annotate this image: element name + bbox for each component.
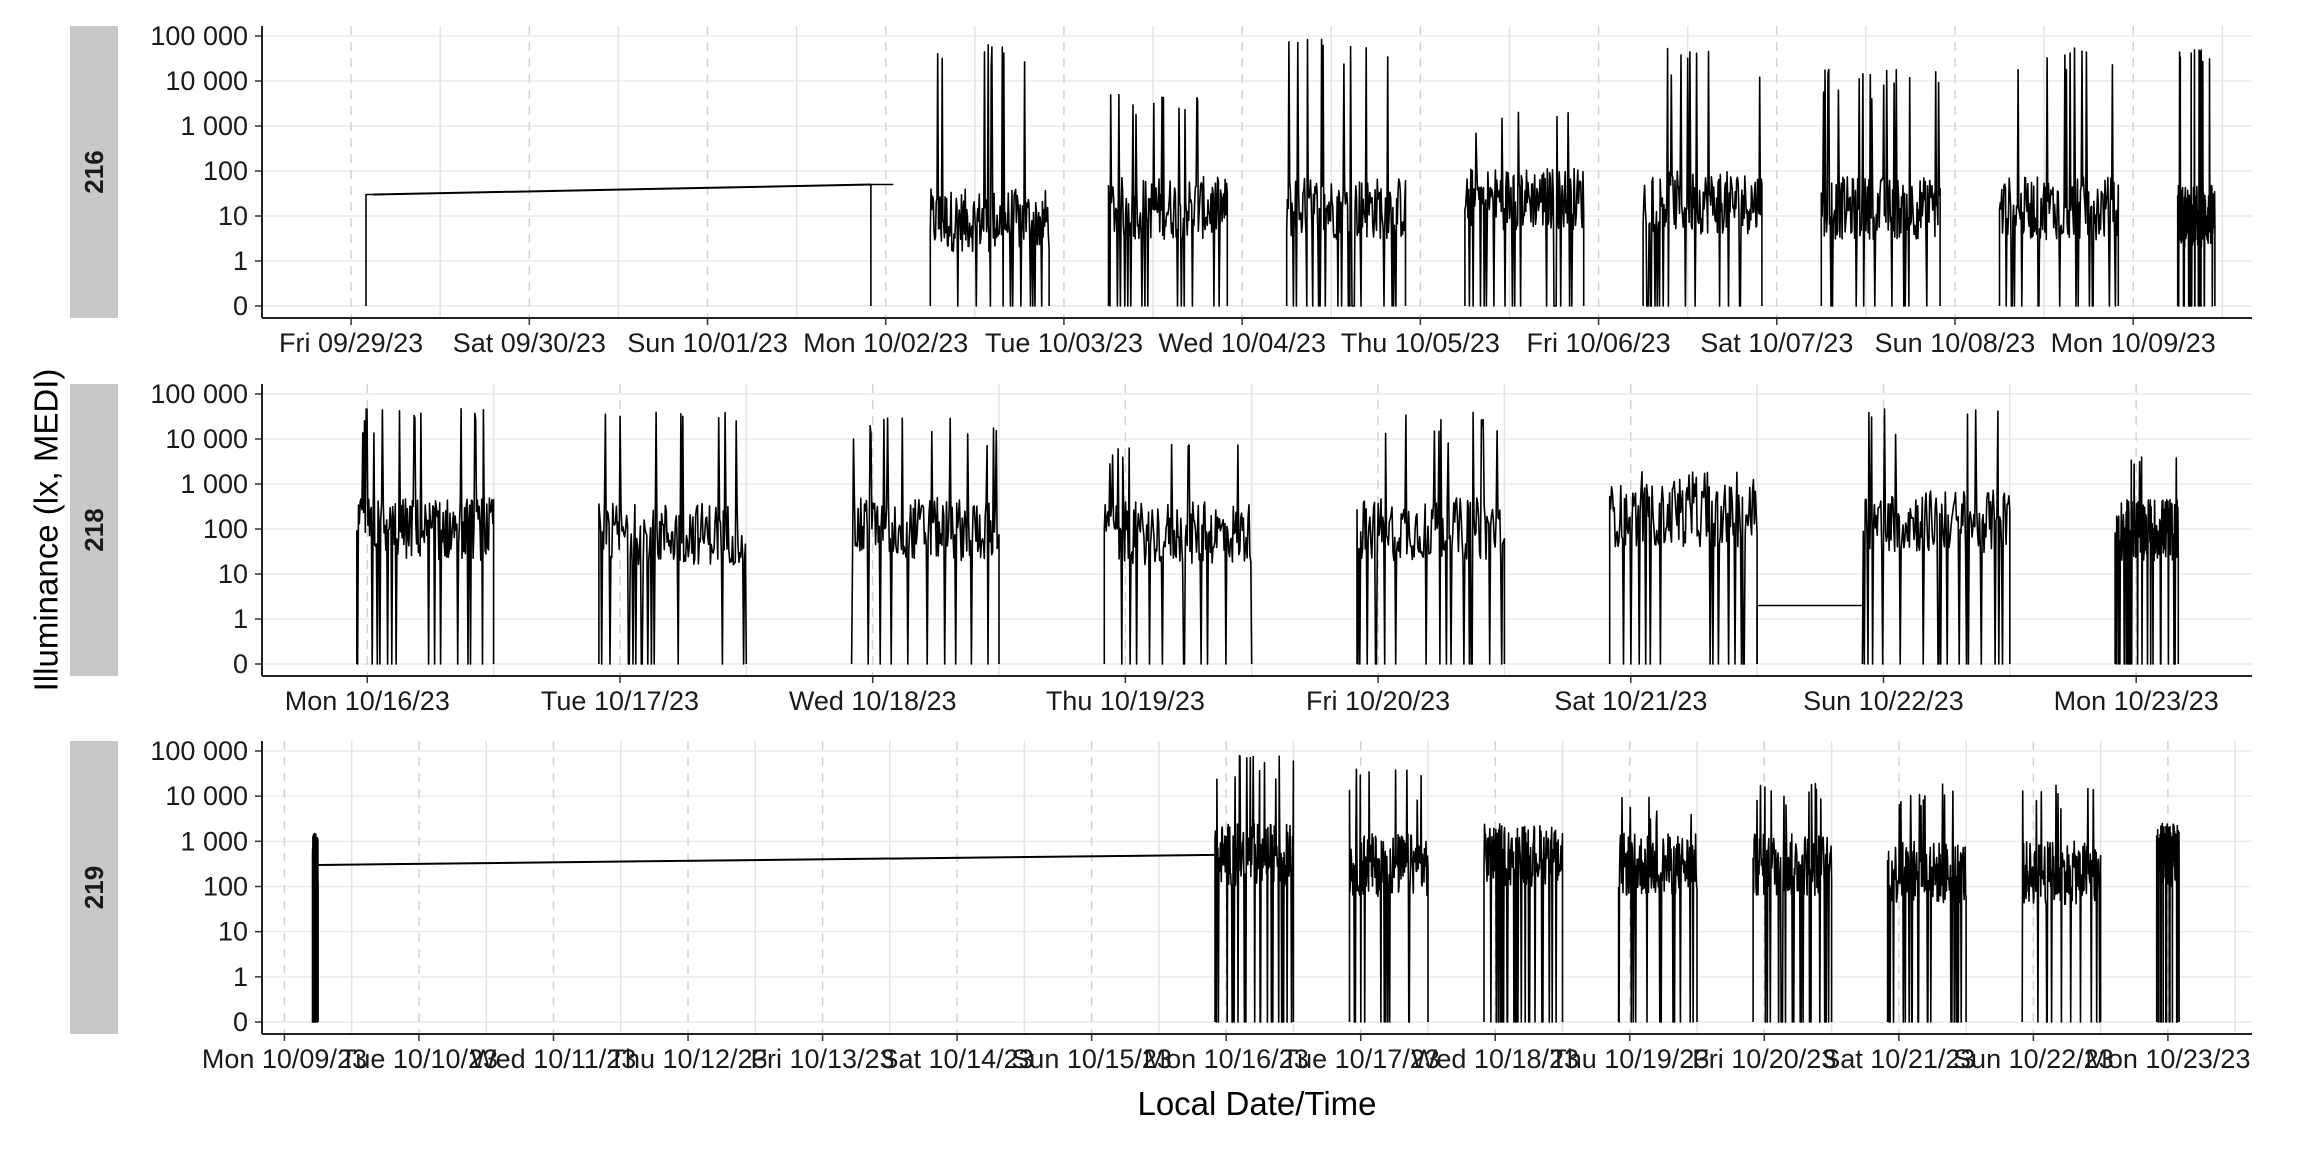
x-tick-label: Fri 10/20/23 [1306, 686, 1450, 716]
x-tick-label: Mon 10/16/23 [1144, 1044, 1309, 1074]
series-line-219 [311, 832, 319, 1023]
y-tick-label: 1 000 [180, 826, 248, 856]
y-tick-label: 100 000 [150, 736, 248, 766]
x-tick-label: Sun 10/15/23 [1011, 1044, 1172, 1074]
series-line-218 [598, 411, 748, 665]
series-line-219 [1617, 796, 1698, 1023]
x-tick-label: Fri 10/06/23 [1527, 328, 1671, 358]
series-line-218 [850, 417, 1000, 665]
series-line-219 [1483, 823, 1564, 1023]
x-tick-label: Mon 10/02/23 [803, 328, 968, 358]
x-tick-label: Sun 10/22/23 [1953, 1044, 2114, 1074]
series-line-218 [355, 407, 495, 665]
series-line-216 [1107, 93, 1229, 307]
y-tick-label: 100 000 [150, 21, 248, 51]
x-tick-label: Wed 10/04/23 [1158, 328, 1326, 358]
series-line-216 [1642, 47, 1763, 307]
x-tick-label: Thu 10/12/23 [608, 1044, 767, 1074]
y-tick-label: 10 000 [165, 424, 248, 454]
x-tick-label: Tue 10/17/23 [541, 686, 699, 716]
series-line-216 [2176, 49, 2216, 307]
series-line-219 [2021, 784, 2102, 1023]
x-tick-label: Fri 10/13/23 [751, 1044, 895, 1074]
y-tick-label: 1 [233, 604, 248, 634]
y-tick-label: 1 [233, 246, 248, 276]
y-tick-label: 1 000 [180, 111, 248, 141]
x-axis-title: Local Date/Time [1137, 1085, 1376, 1122]
y-tick-label: 10 000 [165, 66, 248, 96]
x-tick-label: Fri 10/20/23 [1692, 1044, 1836, 1074]
facet-label-218: 218 [79, 508, 109, 551]
y-tick-label: 10 000 [165, 781, 248, 811]
x-tick-label: Sun 10/01/23 [627, 328, 788, 358]
series-line-216 [1998, 47, 2120, 307]
series-line-216 [1464, 111, 1585, 307]
x-tick-label: Mon 10/09/23 [2051, 328, 2216, 358]
y-tick-label: 100 000 [150, 379, 248, 409]
y-tick-label: 0 [233, 649, 248, 679]
series-line-216 [870, 183, 894, 306]
series-line-218 [1608, 470, 1758, 665]
x-tick-label: Sat 10/21/23 [1554, 686, 1707, 716]
facet-strip-219 [70, 741, 118, 1034]
series-gap-line-219 [318, 853, 1215, 866]
y-tick-label: 10 [218, 559, 248, 589]
x-tick-label: Sat 09/30/23 [453, 328, 606, 358]
series-line-218 [2114, 456, 2180, 665]
x-tick-label: Mon 10/23/23 [2085, 1044, 2250, 1074]
x-tick-label: Thu 10/05/23 [1341, 328, 1500, 358]
x-tick-label: Tue 10/03/23 [985, 328, 1143, 358]
y-tick-label: 100 [203, 872, 248, 902]
x-tick-label: Wed 10/11/23 [471, 1044, 637, 1074]
x-tick-label: Sat 10/14/23 [881, 1044, 1034, 1074]
x-tick-label: Wed 10/18/23 [789, 686, 957, 716]
y-axis-title: Illuminance (lx, MEDI) [28, 369, 65, 692]
series-line-219 [1752, 782, 1833, 1023]
y-tick-label: 10 [218, 201, 248, 231]
series-line-218 [1356, 411, 1506, 665]
x-tick-label: Thu 10/19/23 [1550, 1044, 1709, 1074]
x-tick-label: Sat 10/21/23 [1822, 1044, 1975, 1074]
x-tick-label: Mon 10/23/23 [2054, 686, 2219, 716]
series-line-218 [1861, 408, 2011, 665]
x-tick-label: Fri 09/29/23 [279, 328, 423, 358]
y-tick-label: 1 [233, 962, 248, 992]
x-tick-label: Mon 10/16/23 [285, 686, 450, 716]
series-line-219 [2155, 822, 2180, 1023]
facet-strip-218 [70, 384, 118, 676]
series-line-219 [1886, 783, 1967, 1023]
x-tick-label: Mon 10/09/23 [202, 1044, 367, 1074]
y-tick-label: 0 [233, 291, 248, 321]
series-line-218 [1103, 443, 1253, 665]
x-tick-label: Sun 10/22/23 [1803, 686, 1964, 716]
series-line-216 [1820, 68, 1941, 307]
facet-strip-216 [70, 26, 118, 318]
y-tick-label: 1 000 [180, 469, 248, 499]
series-line-218 [1756, 604, 1863, 664]
x-tick-label: Thu 10/19/23 [1046, 686, 1205, 716]
y-tick-label: 0 [233, 1007, 248, 1037]
series-line-219 [1348, 768, 1429, 1023]
series-line-219 [1214, 754, 1295, 1023]
series-line-216 [365, 193, 374, 306]
y-tick-label: 10 [218, 917, 248, 947]
facet-label-216: 216 [79, 150, 109, 193]
series-line-216 [929, 43, 1050, 307]
x-tick-label: Sun 10/08/23 [1875, 328, 2036, 358]
x-tick-label: Sat 10/07/23 [1700, 328, 1853, 358]
y-tick-label: 100 [203, 514, 248, 544]
series-line-216 [1285, 38, 1407, 307]
facet-label-219: 219 [79, 866, 109, 909]
y-tick-label: 100 [203, 156, 248, 186]
x-tick-label: Tue 10/17/23 [1282, 1044, 1440, 1074]
series-gap-line-216 [373, 183, 871, 196]
x-tick-label: Tue 10/10/23 [340, 1044, 498, 1074]
x-tick-label: Wed 10/18/23 [1411, 1044, 1579, 1074]
